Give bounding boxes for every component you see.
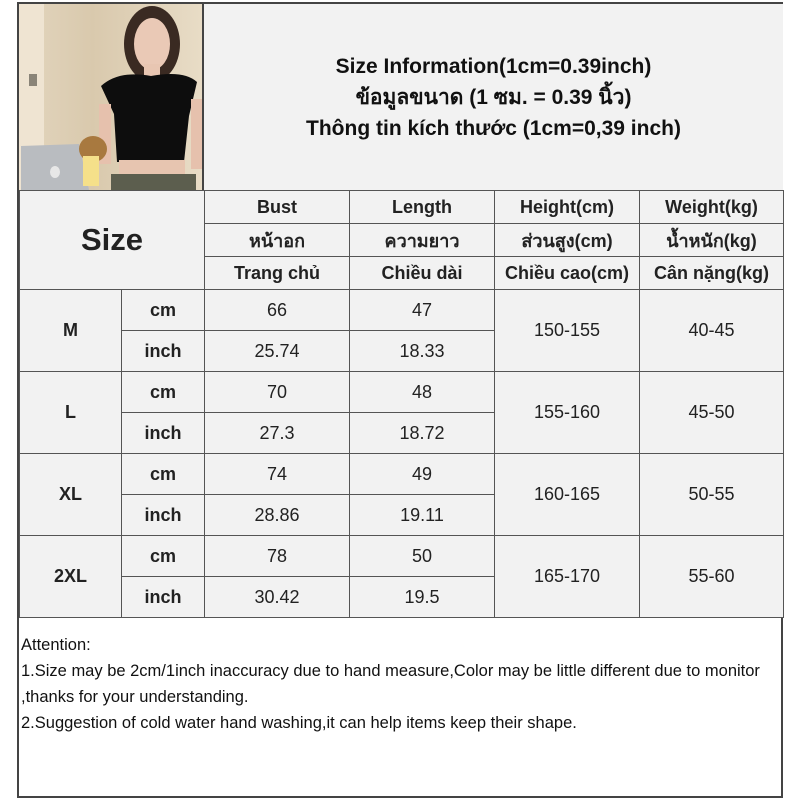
table-row: 2XL cm 78 50 165-170 55-60: [19, 535, 784, 618]
header-row-thai: หน้าอก ความยาว ส่วนสูง(cm) น้ำหนัก(kg): [20, 223, 784, 257]
bust-cm-cell: 78: [204, 535, 350, 577]
title-vietnamese: Thông tin kích thước (1cm=0,39 inch): [306, 116, 681, 140]
col-height-thai: ส่วนสูง(cm): [494, 223, 640, 257]
chart-header: Size Information(1cm=0.39inch) ข้อมูลขนา…: [19, 4, 783, 192]
title-thai: ข้อมูลขนาด (1 ซม. = 0.39 นิ้ว): [355, 85, 632, 109]
unit-cell: inch: [121, 330, 205, 372]
bust-cm-cell: 70: [204, 371, 350, 413]
attention-title: Attention:: [21, 636, 91, 654]
bust-inch-cell: 25.74: [204, 330, 350, 372]
length-cm-cell: 47: [349, 289, 495, 331]
length-cm-cell: 49: [349, 453, 495, 495]
model-image: [19, 4, 202, 190]
col-weight-thai: น้ำหนัก(kg): [639, 223, 784, 257]
table-row: inch 25.74 18.33: [20, 330, 784, 372]
length-inch-cell: 18.72: [349, 412, 495, 454]
col-weight: Weight(kg): [639, 190, 784, 224]
attention-note-1: 1.Size may be 2cm/1inch inaccuracy due t…: [21, 662, 760, 706]
size-table: Size Bust Length Height(cm) Weight(kg) ห…: [19, 190, 784, 618]
col-length-thai: ความยาว: [349, 223, 495, 257]
attention-note-2: 2.Suggestion of cold water hand washing,…: [21, 714, 577, 732]
title-english: Size Information(1cm=0.39inch): [335, 54, 652, 78]
size-header: Size: [19, 190, 205, 290]
size-cell: XL: [19, 453, 122, 536]
unit-cell: inch: [121, 576, 205, 618]
col-bust-vi: Trang chủ: [204, 256, 350, 290]
size-chart: Size Information(1cm=0.39inch) ข้อมูลขนา…: [17, 2, 784, 798]
product-photo: [19, 4, 204, 190]
size-cell: L: [19, 371, 122, 454]
unit-cell: cm: [121, 535, 205, 577]
col-height-vi: Chiều cao(cm): [494, 256, 640, 290]
unit-cell: cm: [121, 289, 205, 331]
attention-notes: Attention: 1.Size may be 2cm/1inch inacc…: [19, 628, 783, 740]
length-cm-cell: 48: [349, 371, 495, 413]
col-weight-vi: Cân nặng(kg): [639, 256, 784, 290]
bust-inch-cell: 27.3: [204, 412, 350, 454]
unit-cell: cm: [121, 371, 205, 413]
table-row: XL cm 74 49 160-165 50-55: [19, 453, 784, 536]
size-info-title: Size Information(1cm=0.39inch) ข้อมูลขนา…: [204, 4, 783, 190]
height-cell: 165-170: [494, 535, 640, 618]
size-cell: M: [19, 289, 122, 372]
table-row: inch 28.86 19.11: [20, 494, 784, 536]
weight-cell: 45-50: [639, 371, 784, 454]
unit-cell: inch: [121, 412, 205, 454]
length-inch-cell: 18.33: [349, 330, 495, 372]
unit-cell: inch: [121, 494, 205, 536]
length-inch-cell: 19.5: [349, 576, 495, 618]
col-length-vi: Chiều dài: [349, 256, 495, 290]
col-height: Height(cm): [494, 190, 640, 224]
weight-cell: 50-55: [639, 453, 784, 536]
weight-cell: 40-45: [639, 289, 784, 372]
bust-inch-cell: 28.86: [204, 494, 350, 536]
length-inch-cell: 19.11: [349, 494, 495, 536]
table-row: inch 30.42 19.5: [20, 576, 784, 618]
unit-cell: cm: [121, 453, 205, 495]
height-cell: 150-155: [494, 289, 640, 372]
header-row: Size Bust Length Height(cm) Weight(kg): [19, 190, 784, 290]
bust-inch-cell: 30.42: [204, 576, 350, 618]
col-length: Length: [349, 190, 495, 224]
col-bust-thai: หน้าอก: [204, 223, 350, 257]
length-cm-cell: 50: [349, 535, 495, 577]
bust-cm-cell: 66: [204, 289, 350, 331]
height-cell: 160-165: [494, 453, 640, 536]
size-cell: 2XL: [19, 535, 122, 618]
col-bust: Bust: [204, 190, 350, 224]
weight-cell: 55-60: [639, 535, 784, 618]
bust-cm-cell: 74: [204, 453, 350, 495]
height-cell: 155-160: [494, 371, 640, 454]
